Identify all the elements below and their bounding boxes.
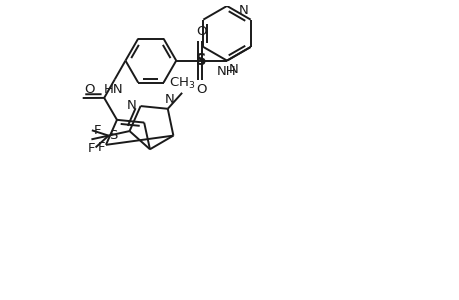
Text: S: S <box>109 129 117 142</box>
Text: N: N <box>164 93 174 106</box>
Text: F: F <box>97 141 105 154</box>
Text: N: N <box>238 4 248 17</box>
Text: F: F <box>94 124 101 137</box>
Text: F: F <box>88 142 95 155</box>
Text: CH$_3$: CH$_3$ <box>168 76 195 91</box>
Text: O: O <box>84 83 95 96</box>
Text: NH: NH <box>217 64 236 77</box>
Text: HN: HN <box>104 83 123 96</box>
Text: N: N <box>127 99 136 112</box>
Text: S: S <box>196 53 207 68</box>
Text: N: N <box>229 63 238 76</box>
Text: O: O <box>196 83 207 96</box>
Text: O: O <box>196 25 207 38</box>
